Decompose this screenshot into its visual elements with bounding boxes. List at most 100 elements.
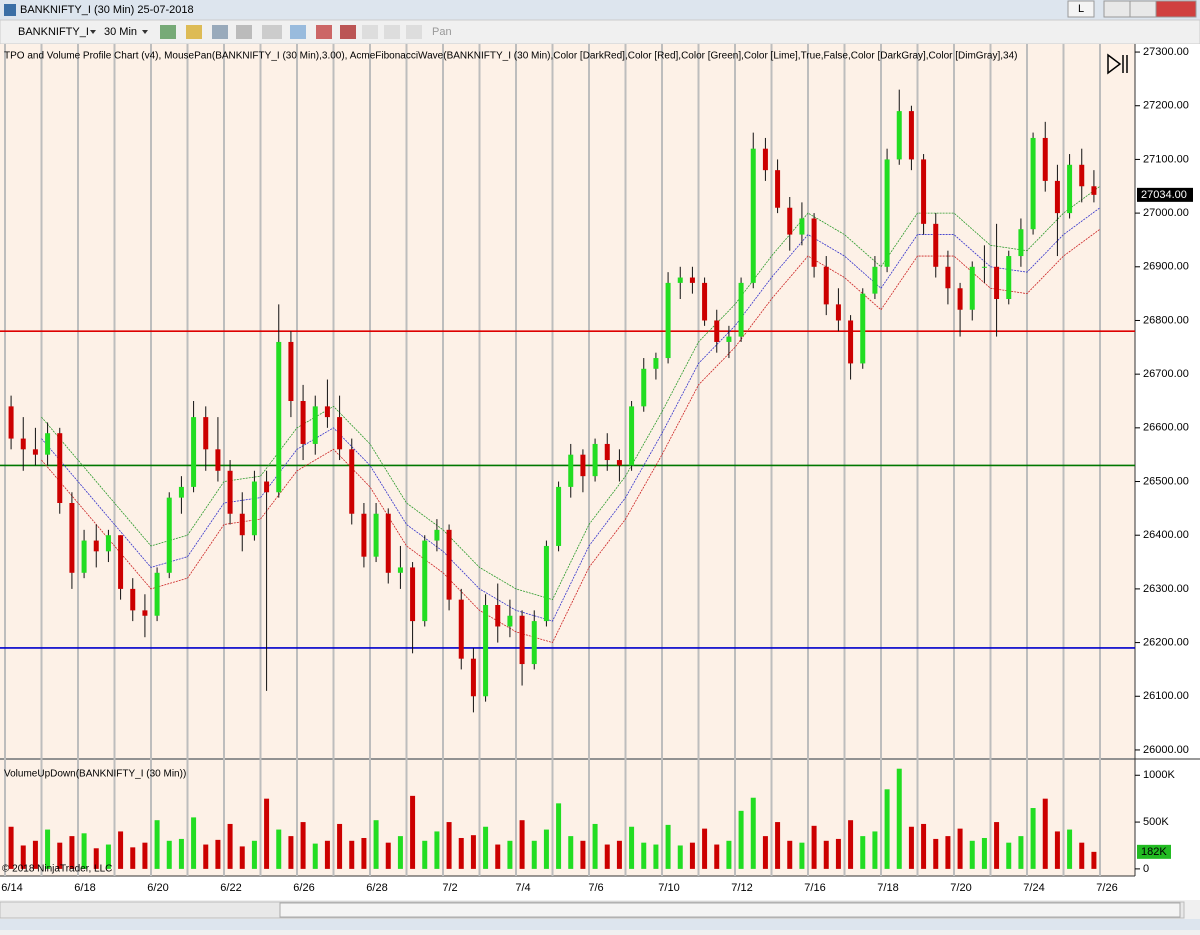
x-tick-label: 7/26 (1096, 882, 1117, 894)
candle-body (921, 159, 927, 224)
taskbar-strip (0, 919, 1200, 930)
candle-body (531, 621, 537, 665)
tool-button[interactable] (384, 25, 400, 39)
candle-body (324, 406, 330, 418)
candle-body (385, 513, 391, 573)
candle-body (1030, 137, 1036, 230)
volume-bar (580, 840, 586, 869)
lock-button[interactable] (1067, 0, 1095, 18)
tool-button[interactable] (236, 25, 252, 39)
crosshair-button[interactable] (262, 25, 282, 39)
candle-body (872, 266, 878, 294)
x-tick-label: 7/12 (731, 882, 752, 894)
volume-bar (264, 798, 270, 869)
scroll-to-end[interactable] (1107, 53, 1128, 75)
volume-bar (203, 844, 209, 869)
volume-bar (8, 826, 14, 869)
scrollbar-thumb[interactable] (279, 902, 1181, 918)
volume-bar (848, 820, 854, 869)
y-tick-label: 26900.00 (1143, 261, 1189, 273)
volume-bar (397, 836, 403, 869)
volume-bar (118, 831, 124, 869)
app-icon (4, 4, 16, 16)
candle-body (908, 111, 914, 160)
volume-bar (933, 838, 939, 869)
volume-bar (519, 820, 525, 869)
candle-body (154, 572, 160, 616)
x-tick-label: 6/26 (293, 882, 314, 894)
candle-body (556, 486, 562, 546)
candle-body (458, 599, 464, 659)
volume-bar (288, 836, 294, 869)
candle-body (57, 433, 63, 503)
tool-button[interactable] (212, 25, 228, 39)
dropdown-arrow[interactable] (90, 30, 96, 34)
candle-body (361, 513, 367, 557)
volume-bar (641, 842, 647, 869)
volume-bar (653, 844, 659, 869)
last-price-box (1137, 187, 1193, 202)
volume-bar (166, 840, 172, 869)
window-title: BANKNIFTY_I (30 Min) 25-07-2018 (20, 4, 194, 16)
volume-bar (860, 836, 866, 869)
x-tick-label: 6/14 (1, 882, 22, 894)
interval-selector[interactable]: 30 Min (104, 26, 137, 38)
y-tick-label: 26500.00 (1143, 475, 1189, 487)
volume-bar (93, 848, 99, 869)
y-tick-label: 27000.00 (1143, 207, 1189, 219)
title-bar (0, 0, 1200, 20)
maximize-button[interactable] (1129, 0, 1157, 18)
volume-bar (811, 825, 817, 869)
lock-button-label[interactable]: L (1078, 3, 1084, 15)
draw-button[interactable] (186, 25, 202, 39)
volume-bar (324, 840, 330, 869)
dropdown-arrow[interactable] (142, 30, 148, 34)
candle-body (312, 406, 318, 444)
volume-bar (994, 822, 1000, 869)
volume-bar (604, 844, 610, 869)
candle-body (568, 454, 574, 487)
volume-bar (762, 836, 768, 869)
candle-body (811, 218, 817, 267)
volume-tick-label: 500K (1143, 816, 1169, 828)
candle-body (860, 293, 866, 364)
volume-bar (1006, 842, 1012, 869)
tool-button[interactable] (406, 25, 422, 39)
last-price-label: 27034.00 (1141, 189, 1187, 201)
tool-button[interactable] (362, 25, 378, 39)
candle-body (629, 406, 635, 466)
close-button[interactable] (1155, 0, 1197, 18)
candle-body (239, 513, 245, 536)
candle-body (32, 449, 38, 455)
volume-bar (69, 836, 75, 869)
tool-button[interactable] (340, 25, 356, 39)
volume-bar (300, 822, 306, 869)
minimize-button[interactable] (1103, 0, 1131, 18)
candle-body (81, 540, 87, 573)
candle-body (166, 497, 172, 573)
volume-bar (1030, 808, 1036, 869)
indicator-label: TPO and Volume Profile Chart (v4), Mouse… (4, 51, 1017, 62)
tool-button[interactable] (316, 25, 332, 39)
x-tick-label: 7/18 (877, 882, 898, 894)
candle-body (288, 341, 294, 401)
x-tick-label: 6/28 (366, 882, 387, 894)
candle-body (300, 401, 306, 444)
volume-bar (239, 846, 245, 869)
candle-body (1067, 164, 1073, 214)
instrument-selector[interactable]: BANKNIFTY_I (18, 26, 89, 38)
volume-bar (714, 844, 720, 869)
volume-tick-label: 1000K (1143, 769, 1175, 781)
pan-button[interactable]: Pan (432, 26, 452, 38)
zoom-button[interactable] (290, 25, 306, 39)
volume-bar (1091, 851, 1097, 869)
candle-body (1006, 256, 1012, 299)
chart-style-button[interactable] (160, 25, 176, 39)
y-tick-label: 26300.00 (1143, 583, 1189, 595)
volume-bar (1054, 831, 1060, 869)
volume-bar (154, 820, 160, 869)
volume-bar (227, 823, 233, 869)
volume-bar (32, 840, 38, 869)
price-axis (1135, 44, 1200, 900)
